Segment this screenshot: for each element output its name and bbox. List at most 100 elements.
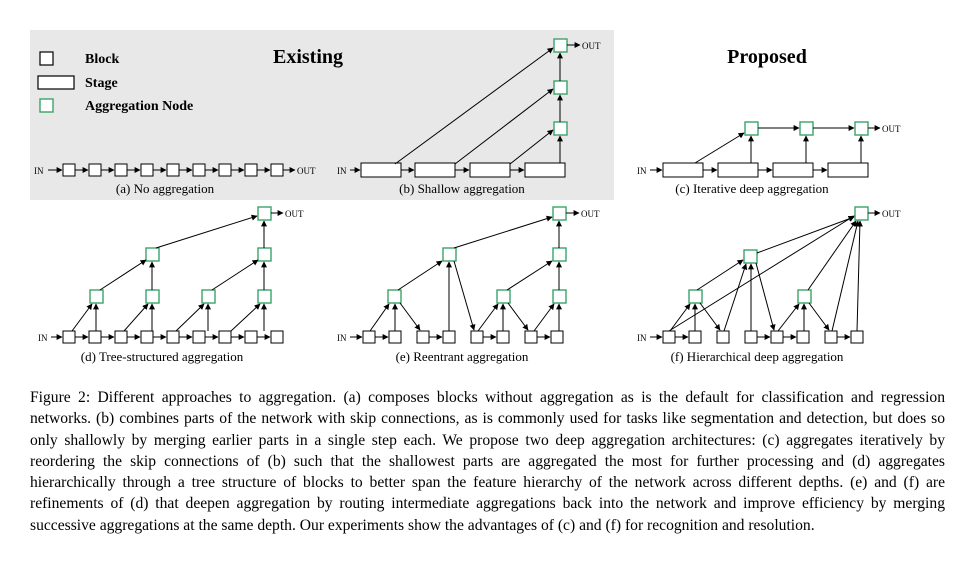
- aggregation-node: [553, 121, 568, 136]
- aggregation-node: [688, 289, 703, 304]
- legend-block-label: Block: [85, 52, 119, 67]
- block: [470, 330, 484, 344]
- block: [688, 330, 702, 344]
- stage: [772, 162, 814, 178]
- legend-stage-swatch: [37, 75, 75, 90]
- block: [218, 330, 232, 344]
- block: [716, 330, 730, 344]
- aggregation-node: [442, 247, 457, 262]
- stage: [717, 162, 759, 178]
- aggregation-node: [201, 289, 216, 304]
- subfigure-f-caption: (f) Hierarchical deep aggregation: [671, 349, 844, 364]
- aggregation-node: [145, 247, 160, 262]
- diagram-c: IN OUT (c) Iterative deep aggregation: [637, 121, 901, 196]
- aggregation-node: [145, 289, 160, 304]
- block: [88, 330, 102, 344]
- block: [140, 163, 154, 177]
- stage: [469, 162, 511, 178]
- aggregation-node: [744, 121, 759, 136]
- subfigure-c-caption: (c) Iterative deep aggregation: [675, 181, 829, 196]
- legend-block-swatch: [39, 51, 54, 66]
- aggregation-node: [257, 289, 272, 304]
- aggregation-node: [496, 289, 511, 304]
- aggregation-node: [553, 38, 568, 53]
- block: [550, 330, 564, 344]
- subfigure-e-caption: (e) Reentrant aggregation: [396, 349, 529, 364]
- aggregation-node: [552, 247, 567, 262]
- block: [244, 330, 258, 344]
- block: [442, 330, 456, 344]
- aggregation-node: [854, 206, 869, 221]
- block: [662, 330, 676, 344]
- aggregation-node: [552, 289, 567, 304]
- aggregation-node: [257, 206, 272, 221]
- block: [88, 163, 102, 177]
- block: [192, 163, 206, 177]
- out-label: OUT: [882, 124, 901, 134]
- block: [218, 163, 232, 177]
- out-label: OUT: [285, 209, 304, 219]
- block: [770, 330, 784, 344]
- block: [114, 163, 128, 177]
- block: [62, 163, 76, 177]
- in-label: IN: [38, 333, 48, 343]
- heading-proposed: Proposed: [727, 46, 807, 68]
- in-label: IN: [337, 166, 347, 176]
- block: [62, 330, 76, 344]
- subfigure-b-caption: (b) Shallow aggregation: [399, 181, 525, 196]
- block: [524, 330, 538, 344]
- diagram-d: IN: [38, 206, 304, 364]
- stage: [662, 162, 704, 178]
- diagram-e: IN OUT: [337, 206, 600, 364]
- heading-existing: Existing: [273, 46, 343, 68]
- stage: [414, 162, 456, 178]
- legend-stage-label: Stage: [85, 76, 118, 91]
- stage: [360, 162, 402, 178]
- block: [166, 163, 180, 177]
- aggregation-node: [854, 121, 869, 136]
- out-label: OUT: [297, 166, 316, 176]
- aggregation-node: [552, 206, 567, 221]
- aggregation-node: [387, 289, 402, 304]
- block: [824, 330, 838, 344]
- stage: [524, 162, 566, 178]
- diagram-a: IN OUT (a) No aggregation: [34, 163, 316, 196]
- block: [244, 163, 258, 177]
- diagram-b: IN OUT (b) Shallow aggregation: [337, 38, 601, 196]
- aggregation-node: [743, 249, 758, 264]
- diagram-f: IN OUT (f) H: [637, 206, 901, 364]
- aggregation-node: [799, 121, 814, 136]
- block: [850, 330, 864, 344]
- block: [192, 330, 206, 344]
- aggregation-node: [89, 289, 104, 304]
- out-label: OUT: [581, 209, 600, 219]
- block: [796, 330, 810, 344]
- aggregation-node: [797, 289, 812, 304]
- block: [270, 330, 284, 344]
- block: [166, 330, 180, 344]
- aggregation-node: [553, 80, 568, 95]
- legend-aggregation-label: Aggregation Node: [85, 99, 193, 114]
- block: [362, 330, 376, 344]
- block: [270, 163, 284, 177]
- figure-caption: Figure 2: Different approaches to aggreg…: [30, 389, 945, 534]
- in-label: IN: [637, 333, 647, 343]
- out-label: OUT: [582, 41, 601, 51]
- in-label: IN: [34, 166, 44, 176]
- subfigure-a-caption: (a) No aggregation: [116, 181, 215, 196]
- aggregation-node: [257, 247, 272, 262]
- stage: [827, 162, 869, 178]
- aggregation-figure: Block Stage Aggregation Node Existing Pr…: [30, 30, 901, 364]
- legend: Block Stage Aggregation Node: [37, 51, 193, 114]
- subfigure-d-caption: (d) Tree-structured aggregation: [81, 349, 244, 364]
- block: [744, 330, 758, 344]
- block: [388, 330, 402, 344]
- block: [140, 330, 154, 344]
- out-label: OUT: [882, 209, 901, 219]
- legend-aggregation-swatch: [39, 98, 54, 113]
- block: [496, 330, 510, 344]
- block: [416, 330, 430, 344]
- in-label: IN: [337, 333, 347, 343]
- in-label: IN: [637, 166, 647, 176]
- block: [114, 330, 128, 344]
